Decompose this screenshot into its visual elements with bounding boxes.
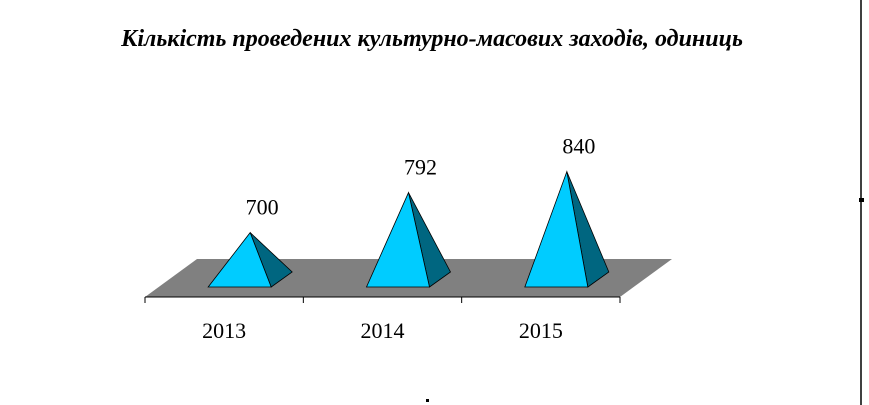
frame-tick (426, 399, 429, 402)
frame-tick (859, 198, 864, 202)
pyramid-front (365, 191, 430, 288)
pyramid-front (524, 170, 589, 288)
data-label: 700 (246, 195, 279, 220)
pyramid-front (207, 231, 272, 288)
data-label: 792 (404, 155, 437, 180)
data-label: 840 (562, 134, 595, 159)
x-tick-label: 2014 (361, 318, 405, 343)
x-tick-label: 2015 (519, 318, 563, 343)
x-tick-label: 2013 (202, 318, 246, 343)
chart-title: Кількість проведених культурно-масових з… (121, 26, 743, 52)
